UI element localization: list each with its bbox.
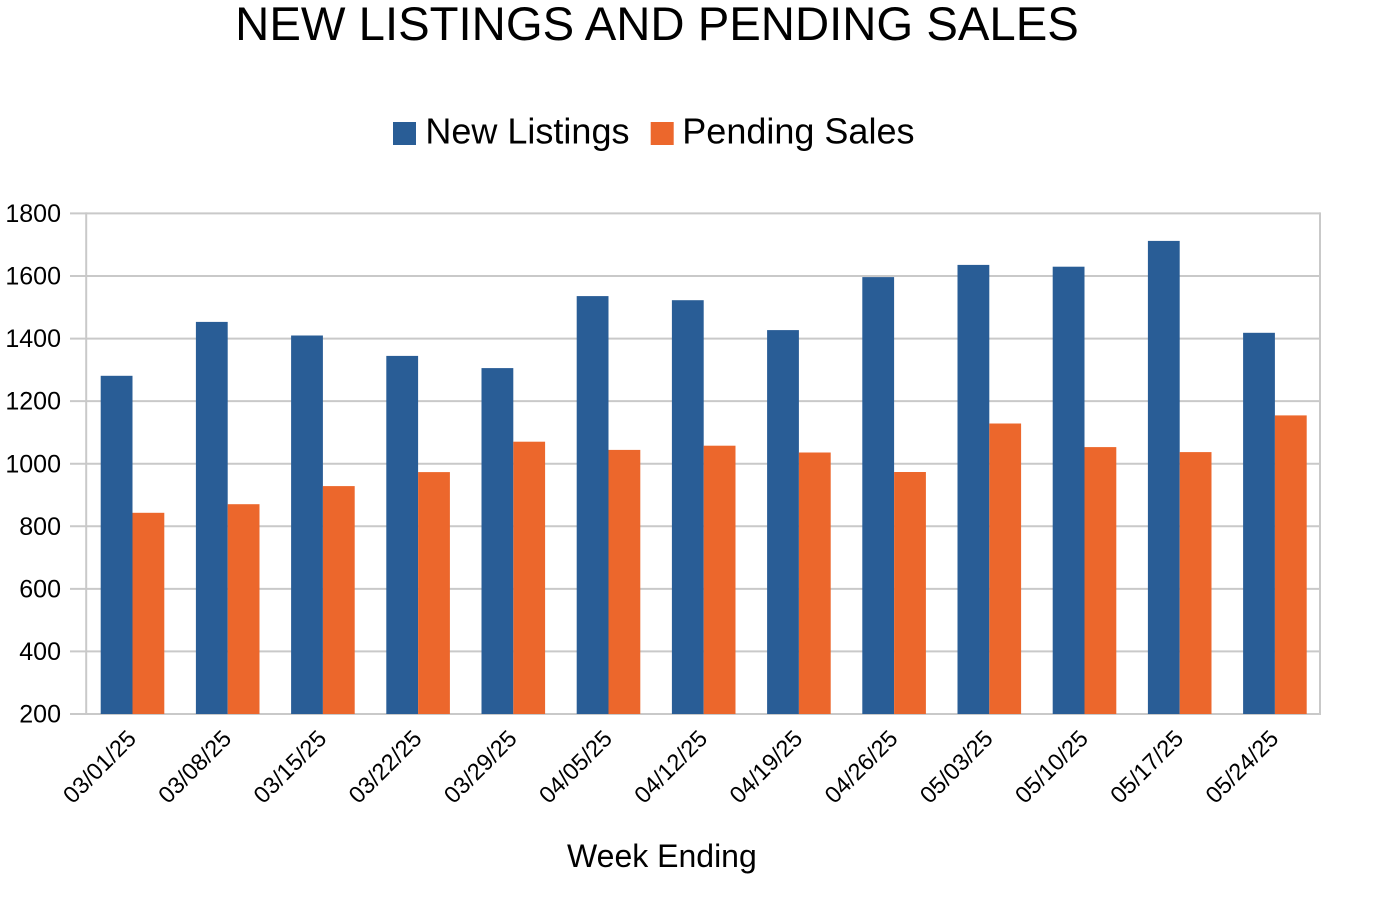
- svg-text:04/19/25: 04/19/25: [724, 725, 807, 808]
- svg-text:Pending Sales: Pending Sales: [682, 111, 914, 152]
- svg-text:NEW LISTINGS AND PENDING SALES: NEW LISTINGS AND PENDING SALES: [235, 0, 1079, 51]
- svg-text:03/01/25: 03/01/25: [58, 725, 141, 808]
- svg-text:04/26/25: 04/26/25: [820, 725, 903, 808]
- svg-text:Week Ending: Week Ending: [567, 838, 757, 874]
- svg-text:200: 200: [19, 701, 61, 729]
- svg-text:03/08/25: 03/08/25: [153, 725, 236, 808]
- svg-text:800: 800: [19, 513, 61, 541]
- svg-text:400: 400: [19, 638, 61, 666]
- svg-text:03/29/25: 03/29/25: [439, 725, 522, 808]
- svg-text:03/15/25: 03/15/25: [248, 725, 331, 808]
- svg-text:1800: 1800: [5, 200, 61, 228]
- svg-text:1000: 1000: [5, 450, 61, 478]
- svg-text:1400: 1400: [5, 325, 61, 353]
- svg-text:05/10/25: 05/10/25: [1010, 725, 1093, 808]
- svg-text:04/05/25: 04/05/25: [534, 725, 617, 808]
- svg-text:05/03/25: 05/03/25: [915, 725, 998, 808]
- svg-text:03/22/25: 03/22/25: [344, 725, 427, 808]
- svg-text:05/17/25: 05/17/25: [1105, 725, 1188, 808]
- svg-text:1200: 1200: [5, 388, 61, 416]
- svg-text:1600: 1600: [5, 263, 61, 291]
- svg-text:05/24/25: 05/24/25: [1200, 725, 1283, 808]
- svg-text:New Listings: New Listings: [425, 111, 629, 152]
- svg-text:04/12/25: 04/12/25: [629, 725, 712, 808]
- svg-text:600: 600: [19, 576, 61, 604]
